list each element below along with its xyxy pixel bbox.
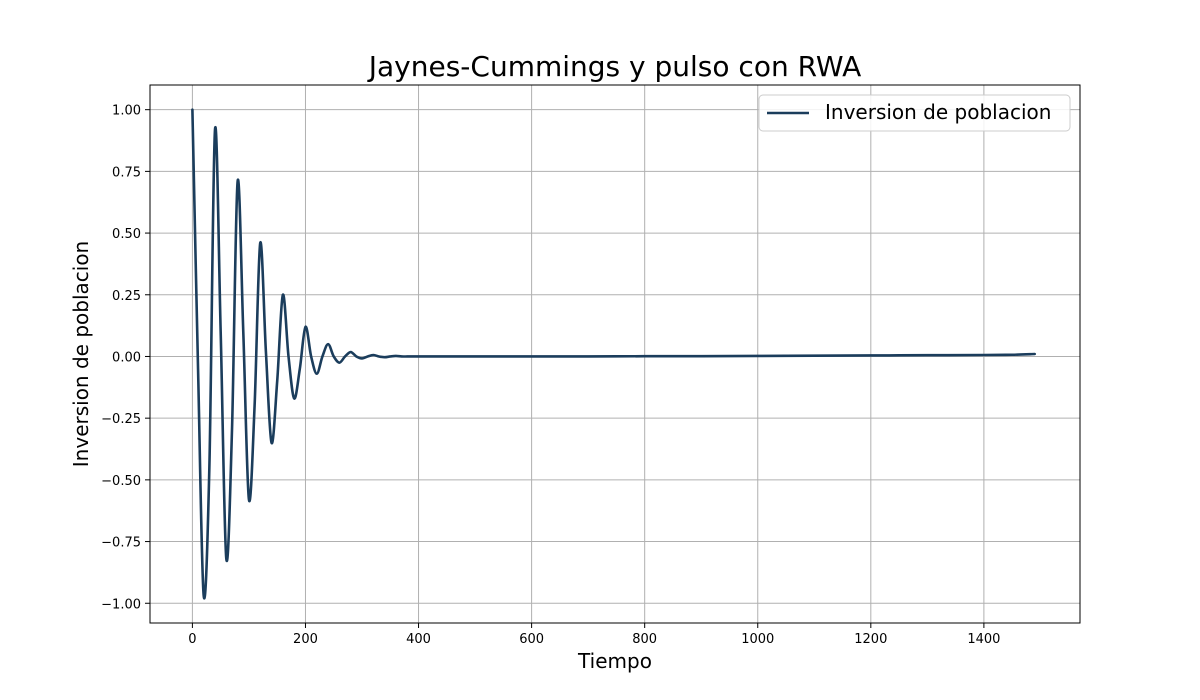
y-tick-label: −1.00 [101,597,141,612]
axis-ticks: 0 200 400 600 800 1000 1200 1400 −1.00 −0.75 −0.50… [101,104,1000,647]
x-tick-label: 1000 [741,632,774,647]
legend: Inversion de poblacion [758,94,1071,132]
plot-frame [149,84,1081,624]
series-line-0 [191,108,1037,600]
series-layer [191,108,1037,600]
x-tick-label: 200 [293,632,318,647]
legend-box [758,94,1071,132]
y-axis-label: Inversion de poblacion [69,241,93,467]
y-tick-label: −0.25 [101,412,141,427]
y-tick-label: −0.75 [101,536,141,551]
legend-label: Inversion de poblacion [825,100,1051,124]
y-tick-label: 0.00 [112,350,141,365]
x-tick-label: 800 [632,632,657,647]
x-tick-label: 1200 [854,632,887,647]
y-tick-label: 1.00 [112,104,141,119]
x-tick-label: 400 [406,632,431,647]
x-tick-label: 1400 [967,632,1000,647]
y-tick-label: 0.25 [112,289,141,304]
x-tick-label: 600 [519,632,544,647]
chart-title: Jaynes-Cummings y pulso con RWA [367,50,861,83]
y-tick-label: 0.75 [112,165,141,180]
y-tick-label: 0.50 [112,227,141,242]
x-axis-label: Tiempo [577,649,652,673]
x-tick-label: 0 [188,632,196,647]
y-tick-label: −0.50 [101,474,141,489]
